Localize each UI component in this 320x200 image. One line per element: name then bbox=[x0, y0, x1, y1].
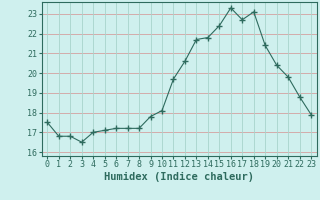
X-axis label: Humidex (Indice chaleur): Humidex (Indice chaleur) bbox=[104, 172, 254, 182]
